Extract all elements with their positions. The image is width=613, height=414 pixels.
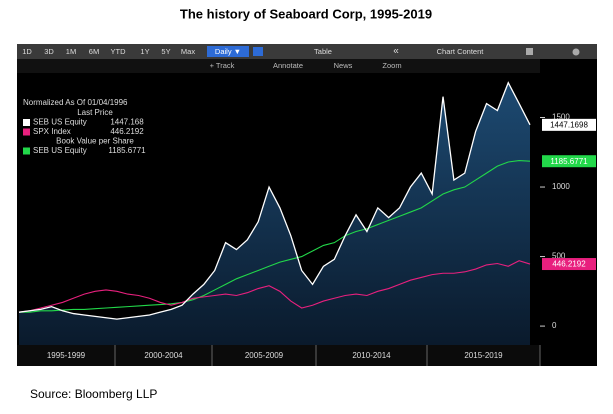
x-tick-label: 2015-2019 [464, 351, 503, 360]
legend-title: Normalized As Of 01/04/1996 [23, 98, 128, 107]
x-tick-label: 2000-2004 [144, 351, 183, 360]
series-line [19, 160, 531, 313]
legend-label: SPX Index [33, 127, 71, 136]
x-tick-label: 2010-2014 [352, 351, 391, 360]
toolbar-secondary [17, 59, 540, 73]
series-line [18, 260, 531, 313]
period-button[interactable]: 1D [22, 47, 32, 56]
period-button[interactable]: 5Y [161, 47, 170, 56]
y-tick-label: 1500 [552, 113, 570, 122]
x-tick-label: 1995-1999 [47, 351, 86, 360]
last-value-label: 1447.1698 [550, 120, 588, 129]
frequency-box [207, 46, 249, 57]
toolbar [17, 44, 597, 59]
last-value-label: 1185.6771 [550, 157, 588, 166]
legend-box [20, 97, 170, 163]
legend-swatch [23, 147, 30, 155]
legend-value: 446.2192 [110, 127, 144, 136]
price-area [19, 82, 530, 345]
tool-button[interactable]: Annotate [273, 61, 303, 70]
legend-swatch [23, 128, 30, 136]
tool-button[interactable]: + Track [210, 61, 235, 70]
collapse-button[interactable]: « [393, 46, 399, 57]
period-button[interactable]: YTD [111, 47, 127, 56]
period-button[interactable]: 3D [44, 47, 54, 56]
last-value-tag [542, 155, 596, 168]
edit-icon[interactable] [526, 48, 533, 55]
y-tick-label: 500 [552, 252, 566, 261]
last-value-tag [542, 118, 596, 131]
chart-type-icon[interactable] [253, 47, 263, 56]
settings-icon[interactable] [572, 48, 580, 56]
source-note: Source: Bloomberg LLP [30, 387, 157, 401]
table-button[interactable]: Table [314, 47, 332, 56]
legend-value: 1185.6771 [108, 146, 146, 155]
legend-swatch [23, 119, 30, 126]
y-tick-label: 0 [552, 321, 557, 330]
x-tick-label: 2005-2009 [245, 351, 284, 360]
legend-label: SEB US Equity [33, 118, 87, 127]
chart-content-button[interactable]: Chart Content [437, 47, 485, 56]
series-line [18, 81, 531, 320]
legend-value: 1447.168 [110, 118, 144, 127]
legend-group: Last Price [77, 108, 113, 117]
legend-group: Book Value per Share [56, 137, 134, 146]
x-axis-strip [17, 345, 540, 366]
last-value-label: 446.2192 [552, 260, 586, 269]
period-button[interactable]: 1Y [140, 47, 149, 56]
last-value-tag [542, 258, 596, 271]
legend-label: SEB US Equity [33, 146, 87, 155]
period-button[interactable]: 6M [89, 47, 99, 56]
tool-button[interactable]: News [334, 61, 353, 70]
period-button[interactable]: 1M [66, 47, 76, 56]
frequency-button[interactable]: Daily ▼ [215, 47, 241, 56]
y-tick-label: 1000 [552, 182, 570, 191]
period-button[interactable]: Max [181, 47, 195, 56]
chart-title: The history of Seaboard Corp, 1995-2019 [180, 6, 432, 21]
tool-button[interactable]: Zoom [382, 61, 401, 70]
